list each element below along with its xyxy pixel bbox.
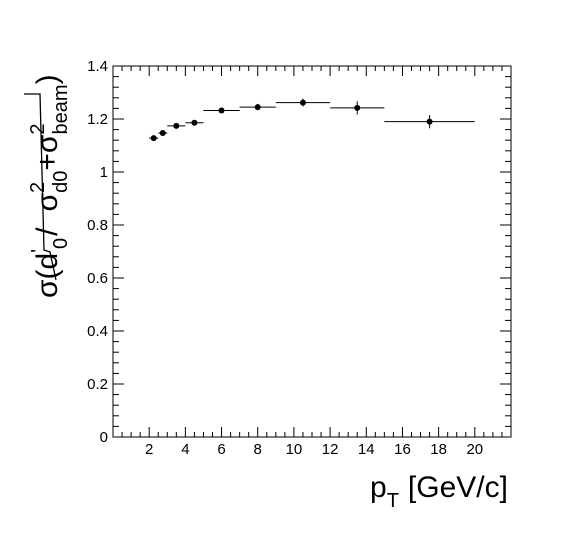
x-axis-label: pT [GeV/c] — [370, 471, 508, 512]
data-point — [239, 103, 276, 111]
y-axis-label: σ(d'0/σ2d0+σ2beam) — [24, 74, 72, 298]
y-tick-label: 0.4 — [87, 323, 108, 340]
y-axis-label-text: σ(d'0/σ2d0+σ2beam) — [27, 74, 72, 298]
x-tick-label: 18 — [430, 441, 447, 458]
x-tick-label: 12 — [322, 441, 339, 458]
x-tick-label: 2 — [145, 441, 153, 458]
data-point — [330, 101, 385, 115]
x-tick-label: 8 — [254, 441, 262, 458]
data-points — [149, 98, 475, 142]
x-tick-label: 10 — [286, 441, 303, 458]
data-point — [203, 107, 240, 114]
x-tick-label: 6 — [217, 441, 225, 458]
data-marker — [150, 135, 157, 142]
y-tick-label: 1 — [100, 164, 108, 181]
data-marker — [159, 130, 166, 137]
data-point — [167, 122, 186, 129]
data-marker — [299, 99, 306, 106]
data-point — [149, 135, 159, 142]
y-tick-labels: 0 0.2 0.4 0.6 0.8 1 1.2 1.4 — [87, 58, 108, 446]
y-tick-label: 0 — [100, 429, 108, 446]
data-marker — [173, 122, 180, 129]
data-marker — [218, 107, 225, 114]
data-marker — [254, 104, 261, 111]
axis-ticks — [113, 66, 511, 437]
y-tick-label: 0.8 — [87, 217, 108, 234]
data-point — [185, 119, 204, 126]
y-tick-label: 1.2 — [87, 111, 108, 128]
y-tick-label: 1.4 — [87, 58, 108, 75]
x-tick-label: 16 — [394, 441, 411, 458]
data-marker — [426, 118, 433, 125]
data-point — [384, 115, 475, 129]
y-tick-label: 0.2 — [87, 376, 108, 393]
data-point — [158, 130, 168, 137]
x-tick-label: 4 — [181, 441, 189, 458]
x-tick-label: 20 — [466, 441, 483, 458]
data-marker — [354, 104, 361, 111]
data-marker — [191, 119, 198, 126]
data-point — [275, 98, 331, 107]
x-tick-label: 14 — [358, 441, 375, 458]
x-tick-labels: 2 4 6 8 10 12 14 16 18 20 — [145, 441, 483, 458]
y-axis-label-radical — [24, 93, 57, 281]
y-tick-label: 0.6 — [87, 270, 108, 287]
